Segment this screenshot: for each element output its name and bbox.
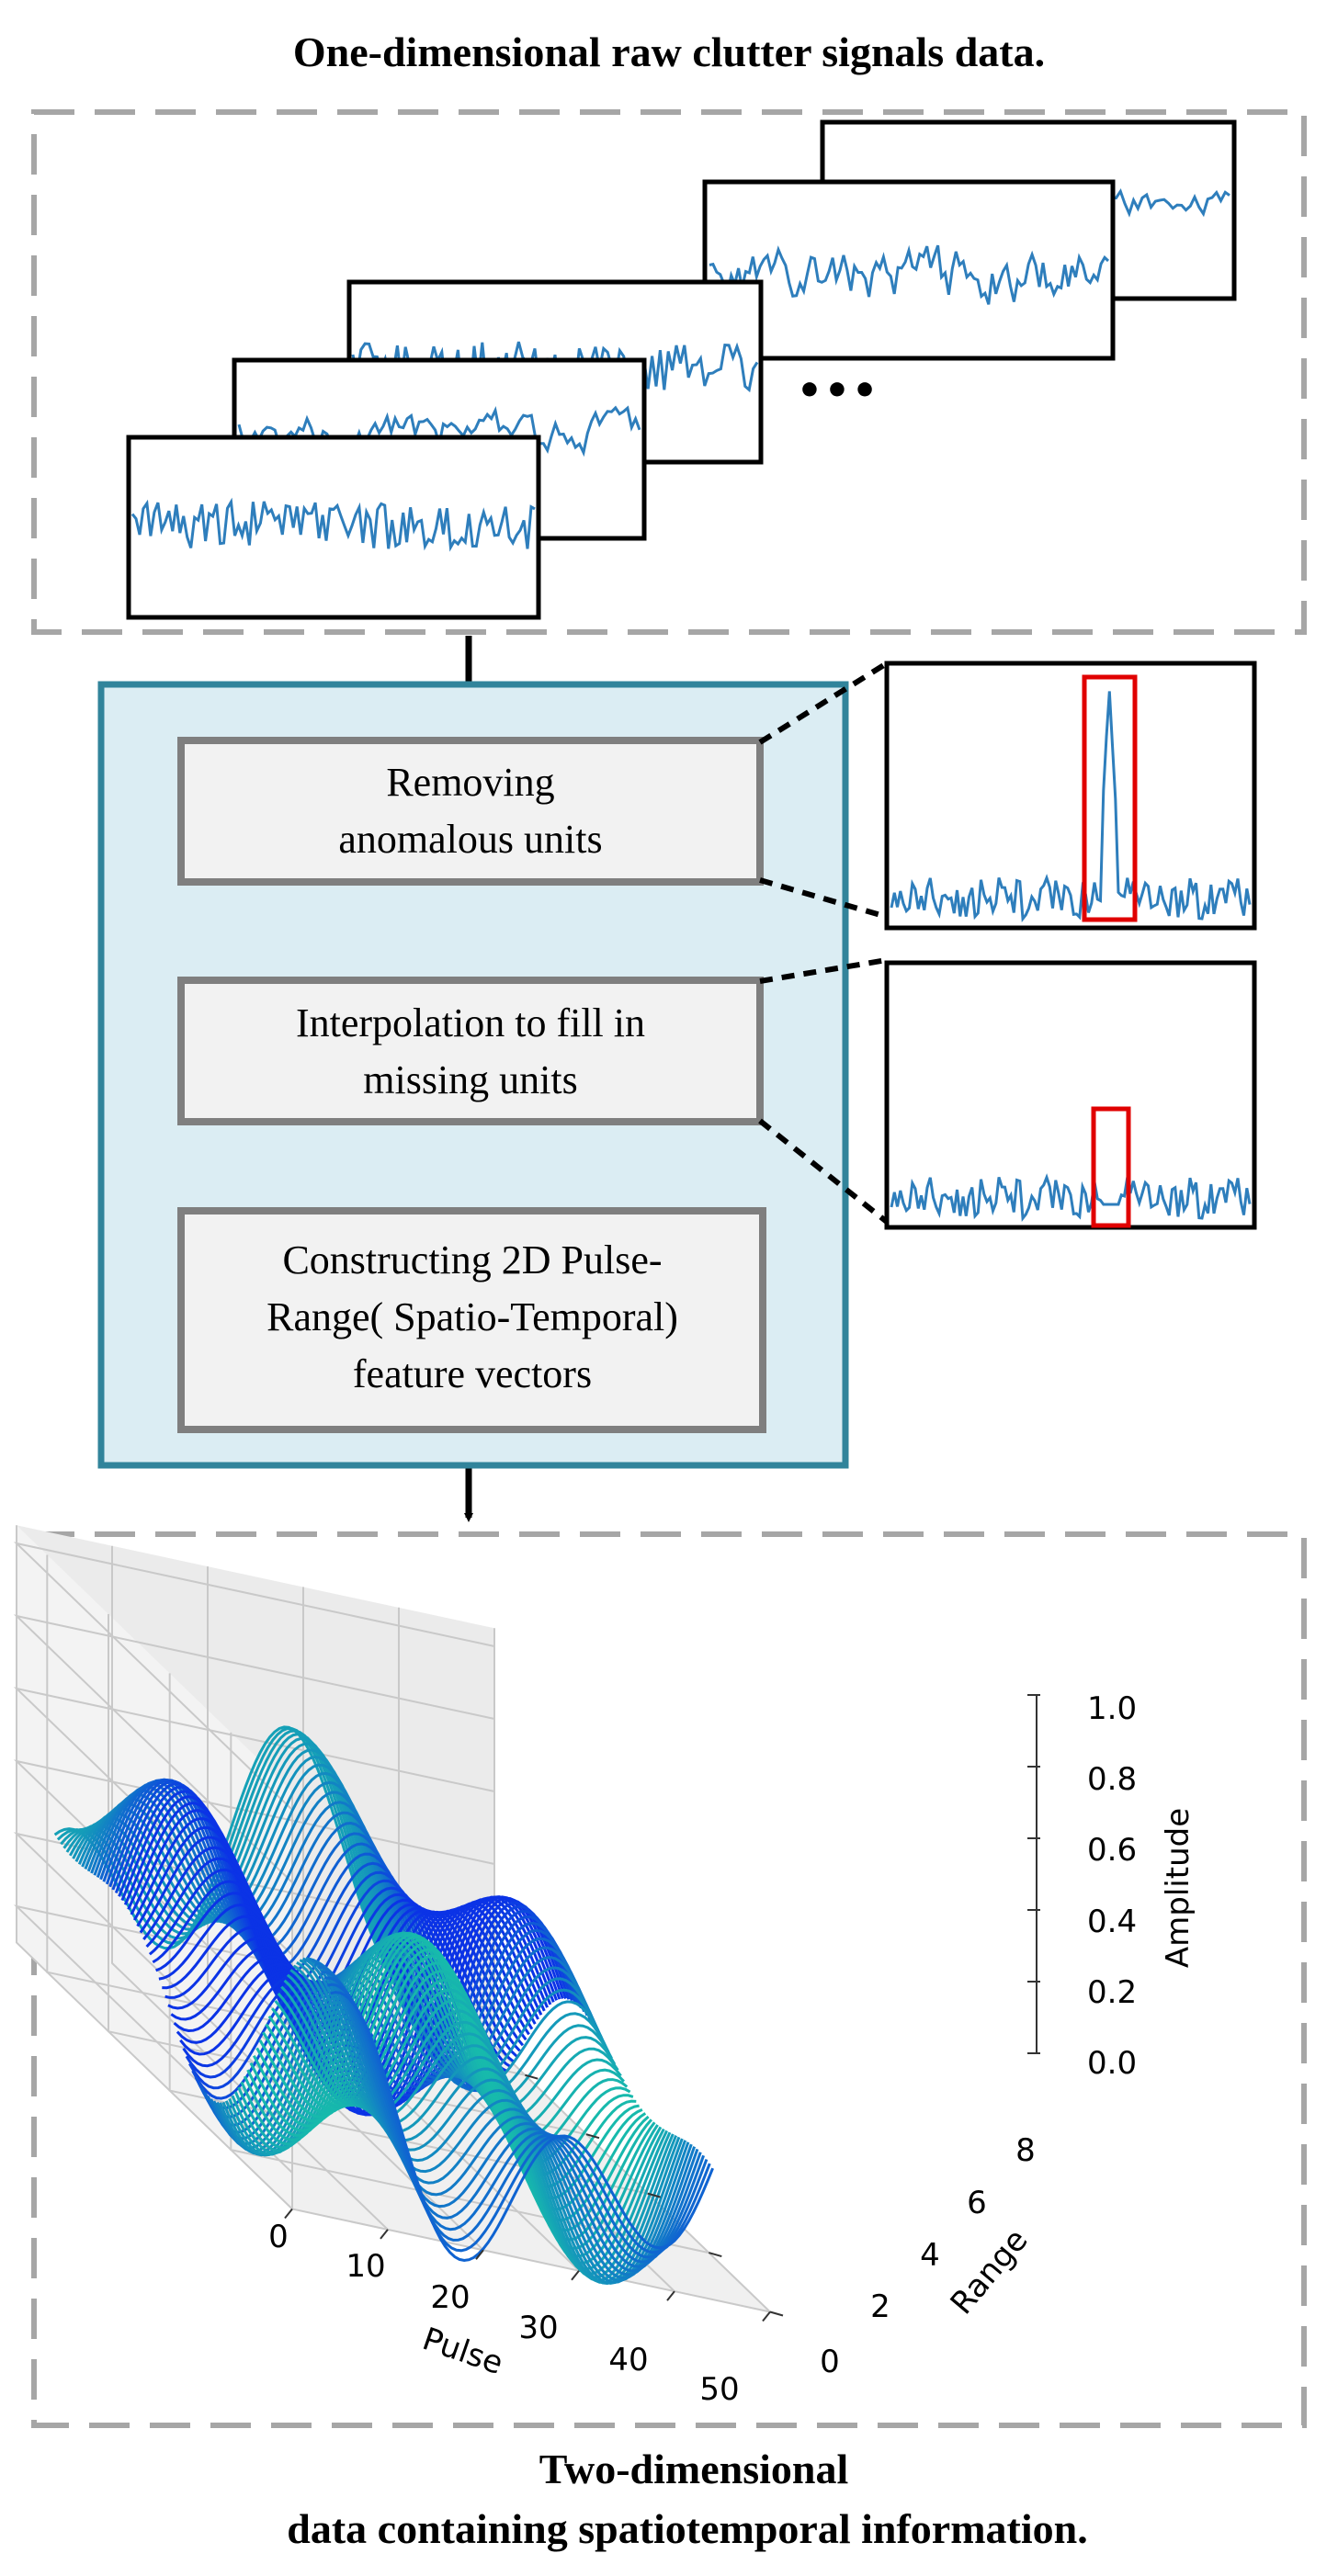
z-tick-label: 0.4: [1087, 1904, 1137, 1940]
anomaly-highlight-box: [1082, 674, 1138, 922]
x-axis-label: Pulse: [418, 2321, 508, 2382]
more-signals-ellipsis: •••: [797, 367, 879, 414]
raw-signal-frames: [126, 119, 1237, 620]
step-interpolation: Interpolation to fill in missing units: [177, 977, 764, 1125]
surface-ridge-line: [280, 1985, 665, 2271]
surface-ridge-line: [323, 1976, 709, 2259]
z-tick-label: 1.0: [1087, 1690, 1137, 1727]
surface-ridge-line: [286, 1973, 672, 2279]
detail-connectors: [758, 661, 889, 1225]
y-tick: [525, 2073, 539, 2080]
gridline: [108, 1613, 587, 2136]
signal-trace: [1106, 187, 1230, 218]
surface-ridge-line: [206, 1946, 592, 2141]
bottom-title-line-2: data containing spatiotemporal informati…: [287, 2505, 1087, 2552]
anomaly-signal-trace: [890, 691, 1252, 922]
step-1-line-1: Removing: [386, 760, 554, 805]
y-tick-label: 2: [870, 2288, 890, 2325]
y-tick-label: 4: [920, 2237, 940, 2274]
step-construct-2d: Constructing 2D Pulse- Range( Spatio-Tem…: [177, 1207, 766, 1433]
surface-ridge-line: [312, 1959, 697, 2277]
y-tick: [647, 2192, 661, 2198]
z-tick-label: 0.8: [1087, 1761, 1137, 1798]
2d-data-dashed-region: [31, 1531, 1307, 2428]
x-tick: [762, 2310, 771, 2322]
surface-3d-plot: 0.0 0.2 0.4 0.6 0.8 1.0 Amplitude 0 10 2…: [13, 1525, 1196, 2408]
y-tick: [709, 2252, 722, 2258]
surface-ridge-line: [318, 1965, 702, 2268]
z-tick-label: 0.2: [1087, 1974, 1137, 2011]
step-1-line-2: anomalous units: [338, 817, 602, 862]
z-tick-label: 0.6: [1087, 1832, 1137, 1869]
x-tick: [284, 2208, 293, 2220]
bottom-title-line-1: Two-dimensional: [539, 2446, 849, 2492]
y-tick-label: 6: [967, 2185, 987, 2221]
x-tick-label: 40: [608, 2342, 648, 2378]
step-3-line-2: Range( Spatio-Temporal): [266, 1294, 678, 1339]
x-tick-label: 10: [346, 2248, 385, 2285]
x-tick-label: 0: [268, 2219, 289, 2255]
x-tick: [380, 2229, 389, 2240]
step-removing-anomalous: Removing anomalous units: [177, 737, 764, 886]
y-tick-label: 8: [1015, 2132, 1036, 2169]
surface-ridge-line: [330, 1991, 714, 2263]
signal-trace: [130, 497, 536, 552]
top-title: One-dimensional raw clutter signals data…: [293, 28, 1045, 75]
x-tick-label: 20: [430, 2279, 470, 2316]
step-3-line-3: feature vectors: [353, 1351, 592, 1396]
raw-signals-dashed-region: [31, 109, 1307, 635]
axis-ticks: [284, 1694, 1040, 2322]
step-2-line-1: Interpolation to fill in: [296, 1000, 645, 1045]
amplitude-surface: [53, 1725, 714, 2286]
surface-ridge-line: [267, 1970, 653, 2242]
step-3-line-1: Constructing 2D Pulse-: [282, 1237, 662, 1282]
surface-ridge-line: [321, 1971, 706, 2264]
z-tick-label: 0.0: [1087, 2045, 1137, 2082]
gridline: [16, 1525, 293, 2210]
z-axis-label: Amplitude: [1160, 1808, 1196, 1968]
surface-ridge-line: [308, 1957, 693, 2280]
anomaly-detail-view: [884, 661, 1257, 931]
surface-ridge-line: [271, 1978, 656, 2250]
surface-ridge-line: [197, 1921, 583, 2118]
signal-frame-4: [702, 179, 1116, 361]
interpolated-signal-trace: [890, 1173, 1252, 1222]
interpolated-detail-view: [884, 960, 1257, 1230]
x-tick: [475, 2249, 484, 2260]
x-tick: [571, 2270, 580, 2281]
interpolated-highlight-box: [1091, 1106, 1131, 1228]
x-tick: [666, 2290, 675, 2301]
gridline: [13, 1542, 495, 1811]
x-tick-label: 30: [518, 2310, 558, 2346]
surface-ridge-line: [327, 1983, 711, 2254]
x-tick-label: 50: [699, 2371, 739, 2408]
step-2-line-2: missing units: [363, 1057, 578, 1102]
y-tick: [769, 2310, 784, 2317]
surface-ridge-line: [283, 1979, 668, 2276]
y-tick-label: 0: [820, 2344, 840, 2380]
y-axis-label: Range: [944, 2222, 1036, 2322]
signal-frame-1: [126, 435, 541, 620]
y-tick: [585, 2133, 600, 2140]
gridline: [207, 1566, 484, 2252]
gridline: [13, 1614, 495, 1883]
surface-ridge-line: [314, 1961, 699, 2273]
signal-trace: [709, 244, 1110, 305]
